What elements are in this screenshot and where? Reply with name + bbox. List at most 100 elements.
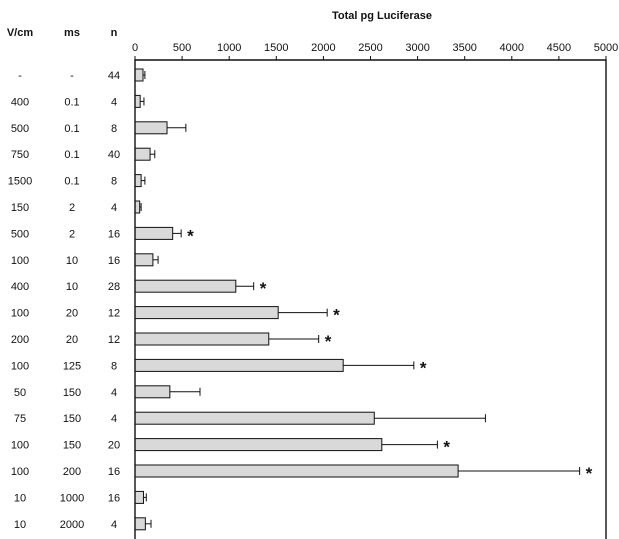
significance-star: * bbox=[420, 358, 427, 377]
x-axis-ticks: 0 500 1000 1500 2000 2500 3000 3500 4000 4500 5000 bbox=[132, 42, 618, 60]
bar bbox=[134, 306, 279, 320]
column-header-vcm: V/cm bbox=[7, 27, 34, 39]
row-vcm-label: 400 bbox=[11, 281, 29, 293]
significance-star: * bbox=[443, 438, 450, 457]
row-n-label: 4 bbox=[111, 519, 117, 531]
row-vcm-label: 750 bbox=[11, 149, 29, 161]
row-ms-label: 2000 bbox=[60, 519, 84, 531]
row-ms-label: 200 bbox=[63, 466, 81, 478]
x-tick-label: 500 bbox=[173, 42, 191, 54]
significance-star: * bbox=[586, 464, 593, 483]
row-vcm-label: 150 bbox=[11, 202, 29, 214]
x-tick-label: 2500 bbox=[358, 42, 382, 54]
chart-row: 100 125 8 * bbox=[11, 358, 427, 377]
bar bbox=[134, 464, 459, 478]
chart-row: 10 1000 16 bbox=[14, 490, 147, 504]
row-n-label: 16 bbox=[108, 255, 120, 267]
row-n-label: 4 bbox=[111, 413, 117, 425]
significance-star: * bbox=[333, 306, 340, 325]
row-vcm-label: 75 bbox=[14, 413, 26, 425]
x-tick-label: 3500 bbox=[452, 42, 476, 54]
row-ms-label: 0.1 bbox=[64, 176, 79, 188]
chart-row: 750 0.1 40 bbox=[11, 147, 156, 161]
row-n-label: 16 bbox=[108, 228, 120, 240]
x-tick-label: 2000 bbox=[311, 42, 335, 54]
column-header-ms: ms bbox=[64, 27, 80, 39]
row-n-label: 40 bbox=[108, 149, 120, 161]
row-vcm-label: 100 bbox=[11, 466, 29, 478]
row-ms-label: - bbox=[70, 70, 74, 82]
bar bbox=[134, 200, 141, 214]
x-tick-label: 4500 bbox=[547, 42, 571, 54]
row-ms-label: 150 bbox=[63, 440, 81, 452]
row-ms-label: 1000 bbox=[60, 492, 84, 504]
row-ms-label: 2 bbox=[69, 228, 75, 240]
row-ms-label: 20 bbox=[66, 308, 78, 320]
row-vcm-label: 400 bbox=[11, 96, 29, 108]
row-n-label: 12 bbox=[108, 334, 120, 346]
chart-row: 10 2000 4 bbox=[14, 517, 152, 531]
significance-star: * bbox=[187, 226, 194, 245]
x-tick-label: 1500 bbox=[264, 42, 288, 54]
x-tick-label: 5000 bbox=[594, 42, 618, 54]
row-ms-label: 0.1 bbox=[64, 149, 79, 161]
row-vcm-label: 500 bbox=[11, 228, 29, 240]
chart-row: - - 44 bbox=[18, 68, 146, 82]
row-n-label: 8 bbox=[111, 360, 117, 372]
row-vcm-label: 10 bbox=[14, 519, 26, 531]
row-ms-label: 10 bbox=[66, 255, 78, 267]
x-tick-label: 4000 bbox=[500, 42, 524, 54]
x-tick-label: 0 bbox=[132, 42, 138, 54]
row-ms-label: 2 bbox=[69, 202, 75, 214]
row-vcm-label: 10 bbox=[14, 492, 26, 504]
row-n-label: 16 bbox=[108, 492, 120, 504]
significance-star: * bbox=[325, 332, 332, 351]
row-ms-label: 20 bbox=[66, 334, 78, 346]
bar bbox=[134, 332, 270, 346]
bar bbox=[134, 438, 383, 452]
chart-row: 75 150 4 bbox=[14, 411, 486, 425]
bar bbox=[134, 174, 142, 188]
row-n-label: 4 bbox=[111, 96, 117, 108]
row-ms-label: 150 bbox=[63, 413, 81, 425]
row-n-label: 8 bbox=[111, 176, 117, 188]
chart-row: 150 2 4 bbox=[11, 200, 142, 214]
chart-row: 200 20 12 * bbox=[11, 332, 332, 351]
chart-row: 400 10 28 * bbox=[11, 279, 267, 298]
row-n-label: 4 bbox=[111, 202, 117, 214]
bar bbox=[134, 94, 141, 108]
row-n-label: 28 bbox=[108, 281, 120, 293]
row-vcm-label: 100 bbox=[11, 308, 29, 320]
chart-row: 100 200 16 * bbox=[11, 464, 593, 483]
row-vcm-label: 100 bbox=[11, 360, 29, 372]
chart-row: 50 150 4 bbox=[14, 385, 201, 399]
row-vcm-label: 100 bbox=[11, 440, 29, 452]
row-n-label: 20 bbox=[108, 440, 120, 452]
bar bbox=[134, 490, 144, 504]
chart-row: 100 20 12 * bbox=[11, 306, 340, 325]
row-n-label: 8 bbox=[111, 123, 117, 135]
row-ms-label: 10 bbox=[66, 281, 78, 293]
row-n-label: 4 bbox=[111, 387, 117, 399]
chart-row: 1500 0.1 8 bbox=[8, 174, 146, 188]
plot-frame bbox=[134, 59, 607, 539]
bar bbox=[134, 226, 174, 240]
row-ms-label: 125 bbox=[63, 360, 81, 372]
x-tick-label: 1000 bbox=[217, 42, 241, 54]
chart-row: 500 0.1 8 bbox=[11, 121, 187, 135]
bar bbox=[134, 147, 151, 161]
bar bbox=[134, 68, 144, 82]
row-ms-label: 0.1 bbox=[64, 96, 79, 108]
bar bbox=[134, 121, 168, 135]
significance-star: * bbox=[260, 279, 267, 298]
row-vcm-label: 50 bbox=[14, 387, 26, 399]
chart-row: 500 2 16 * bbox=[11, 226, 194, 245]
bar bbox=[134, 411, 375, 425]
column-header-n: n bbox=[111, 27, 118, 39]
row-n-label: 16 bbox=[108, 466, 120, 478]
row-vcm-label: 100 bbox=[11, 255, 29, 267]
bar bbox=[134, 385, 171, 399]
row-ms-label: 150 bbox=[63, 387, 81, 399]
row-vcm-label: 200 bbox=[11, 334, 29, 346]
